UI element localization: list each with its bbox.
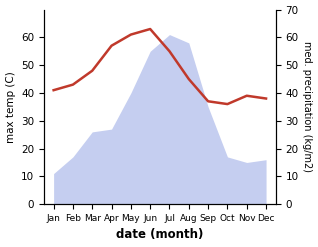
X-axis label: date (month): date (month): [116, 228, 204, 242]
Y-axis label: med. precipitation (kg/m2): med. precipitation (kg/m2): [302, 41, 313, 172]
Y-axis label: max temp (C): max temp (C): [5, 71, 16, 143]
